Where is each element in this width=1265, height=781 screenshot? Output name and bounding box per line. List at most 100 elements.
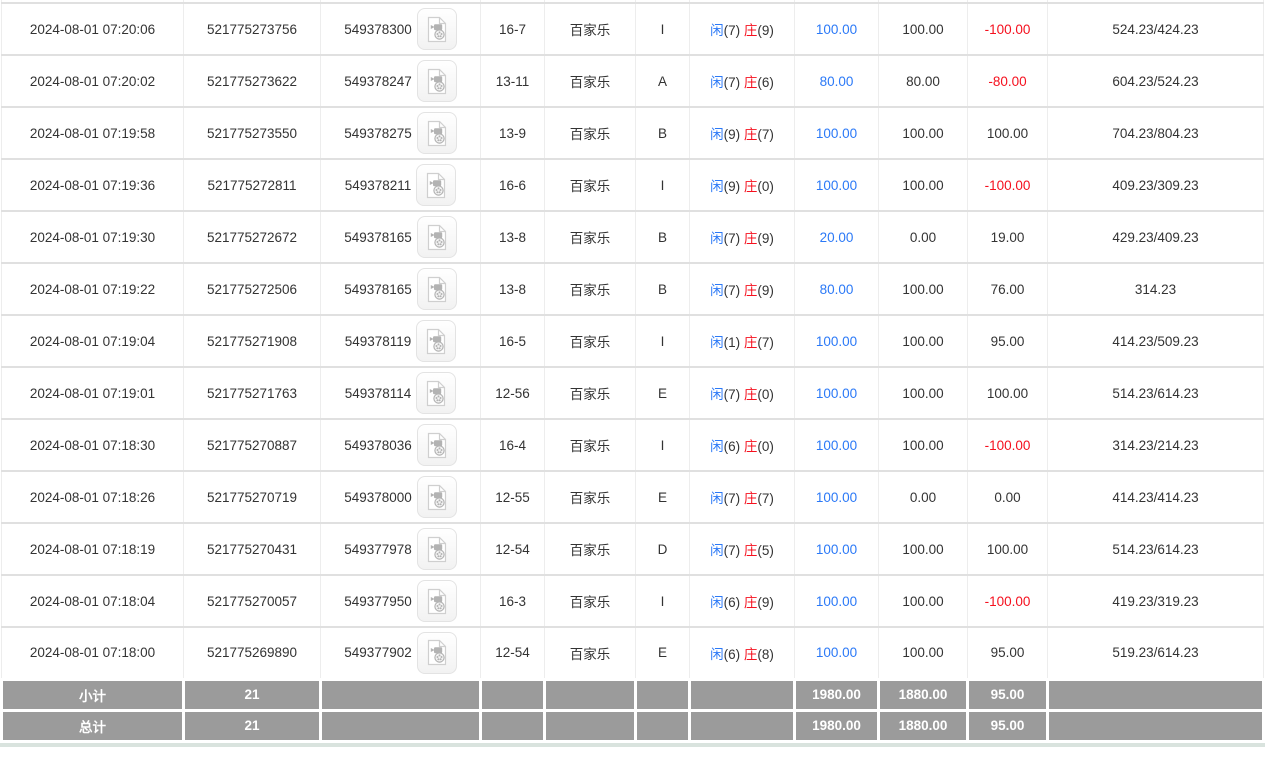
winloss-cell: 95.00 [967, 627, 1048, 680]
seat-cell: I [635, 575, 690, 628]
video-replay-button[interactable] [416, 112, 457, 154]
table-round-cell: 13-8 [480, 211, 545, 264]
bet-amount-link[interactable]: 80.00 [819, 281, 854, 297]
subtotal-row-winloss-total: 95.00 [966, 677, 1049, 712]
banker-label: 庄 [743, 127, 758, 142]
round-wrap: 549378119 [323, 320, 478, 362]
video-replay-button[interactable] [416, 268, 457, 310]
video-replay-button[interactable] [416, 580, 457, 622]
table-row: 2024-08-01 07:18:26 521775270719 549378000… [1, 471, 1264, 524]
player-score: (9) [723, 179, 741, 194]
player-label: 闲 [710, 491, 724, 506]
result-cell: 闲(7) 庄(6) [689, 55, 795, 108]
player-result: 闲(7) [710, 75, 740, 90]
valid-amount-cell: 0.00 [878, 471, 968, 524]
subtotal-row-empty [1046, 677, 1265, 712]
round-cell: 549378165 [320, 263, 481, 316]
video-replay-button[interactable] [416, 60, 457, 102]
table-row: 2024-08-01 07:19:36 521775272811 549378211… [1, 159, 1264, 212]
banker-result: 庄(0) [744, 179, 774, 194]
balance-cell: 524.23/424.23 [1047, 3, 1264, 56]
round-cell: 549378000 [320, 471, 481, 524]
video-playback-icon [427, 328, 446, 354]
bottom-edge-strip [0, 742, 1265, 747]
valid-amount-cell: 0.00 [878, 211, 968, 264]
grandtotal-row: 总计 21 1980.00 1880.00 95.00 [0, 708, 1265, 743]
table-round-cell: 16-5 [480, 315, 545, 368]
grandtotal-row-valid-total: 1880.00 [877, 708, 969, 743]
video-replay-button[interactable] [416, 372, 457, 414]
bet-amount-link[interactable]: 100.00 [815, 593, 858, 609]
bet-amount-link[interactable]: 100.00 [815, 385, 858, 401]
banker-score: (7) [757, 491, 774, 506]
bet-amount-link[interactable]: 80.00 [819, 73, 854, 89]
table-round-cell: 12-54 [480, 523, 545, 576]
bet-amount-cell: 100.00 [794, 107, 879, 160]
bet-amount-link[interactable]: 100.00 [815, 437, 858, 453]
bet-time-cell: 2024-08-01 07:18:00 [1, 627, 184, 680]
winloss-cell: -100.00 [967, 159, 1048, 212]
video-replay-button[interactable] [416, 476, 457, 518]
round-wrap: 549378000 [323, 476, 478, 518]
grandtotal-row-count: 21 [182, 708, 322, 743]
seat-cell: B [635, 263, 690, 316]
bet-id-cell: 521775271763 [183, 367, 321, 420]
video-replay-button[interactable] [416, 424, 457, 466]
player-label: 闲 [710, 231, 724, 246]
bet-amount-cell: 80.00 [794, 263, 879, 316]
round-cell: 549378211 [320, 159, 481, 212]
round-cell: 549377902 [320, 627, 481, 680]
bet-amount-link[interactable]: 100.00 [815, 489, 858, 505]
game-name-cell: 百家乐 [544, 55, 636, 108]
round-wrap: 549378211 [323, 164, 478, 206]
banker-score: (9) [757, 595, 774, 610]
player-label: 闲 [710, 439, 724, 454]
seat-cell: I [635, 3, 690, 56]
video-replay-button[interactable] [416, 320, 457, 362]
player-result: 闲(6) [710, 595, 740, 610]
player-result: 闲(6) [710, 647, 740, 662]
bet-amount-link[interactable]: 100.00 [815, 177, 858, 193]
bet-amount-link[interactable]: 20.00 [819, 229, 854, 245]
bet-time-cell: 2024-08-01 07:20:02 [1, 55, 184, 108]
result-cell: 闲(7) 庄(0) [689, 367, 795, 420]
round-wrap: 549377978 [323, 528, 478, 570]
seat-cell: I [635, 315, 690, 368]
banker-result: 庄(0) [744, 439, 774, 454]
banker-label: 庄 [743, 543, 758, 558]
video-replay-button[interactable] [416, 528, 457, 570]
player-result: 闲(7) [710, 283, 740, 298]
video-replay-button[interactable] [416, 631, 457, 674]
round-id: 549378165 [344, 281, 412, 297]
video-playback-icon [427, 640, 446, 666]
bet-id-cell: 521775272672 [183, 211, 321, 264]
bet-amount-link[interactable]: 100.00 [815, 645, 858, 661]
video-replay-button[interactable] [416, 164, 457, 206]
grandtotal-row-empty [319, 708, 482, 743]
video-replay-button[interactable] [416, 8, 457, 50]
player-score: (6) [723, 646, 741, 662]
valid-amount-cell: 100.00 [878, 523, 968, 576]
banker-label: 庄 [743, 491, 758, 506]
bet-time-cell: 2024-08-01 07:19:22 [1, 263, 184, 316]
table-round-cell: 13-11 [480, 55, 545, 108]
sliver-cell [1047, 0, 1264, 4]
banker-score: (9) [757, 23, 774, 38]
result-cell: 闲(6) 庄(8) [689, 627, 795, 680]
valid-amount-cell: 100.00 [878, 107, 968, 160]
player-label: 闲 [710, 127, 724, 142]
round-cell: 549378275 [320, 107, 481, 160]
banker-label: 庄 [743, 283, 758, 298]
table-row: 2024-08-01 07:19:01 521775271763 549378114… [1, 367, 1264, 420]
video-replay-button[interactable] [416, 216, 457, 258]
bet-amount-link[interactable]: 100.00 [815, 125, 858, 141]
game-name-cell: 百家乐 [544, 367, 636, 420]
game-name-cell: 百家乐 [544, 159, 636, 212]
bet-amount-link[interactable]: 100.00 [815, 541, 858, 557]
video-playback-icon [427, 224, 446, 250]
player-score: (1) [723, 335, 741, 350]
bet-amount-link[interactable]: 100.00 [815, 21, 858, 37]
grandtotal-row-empty [634, 708, 691, 743]
round-wrap: 549378114 [323, 372, 478, 414]
bet-amount-link[interactable]: 100.00 [815, 333, 858, 349]
